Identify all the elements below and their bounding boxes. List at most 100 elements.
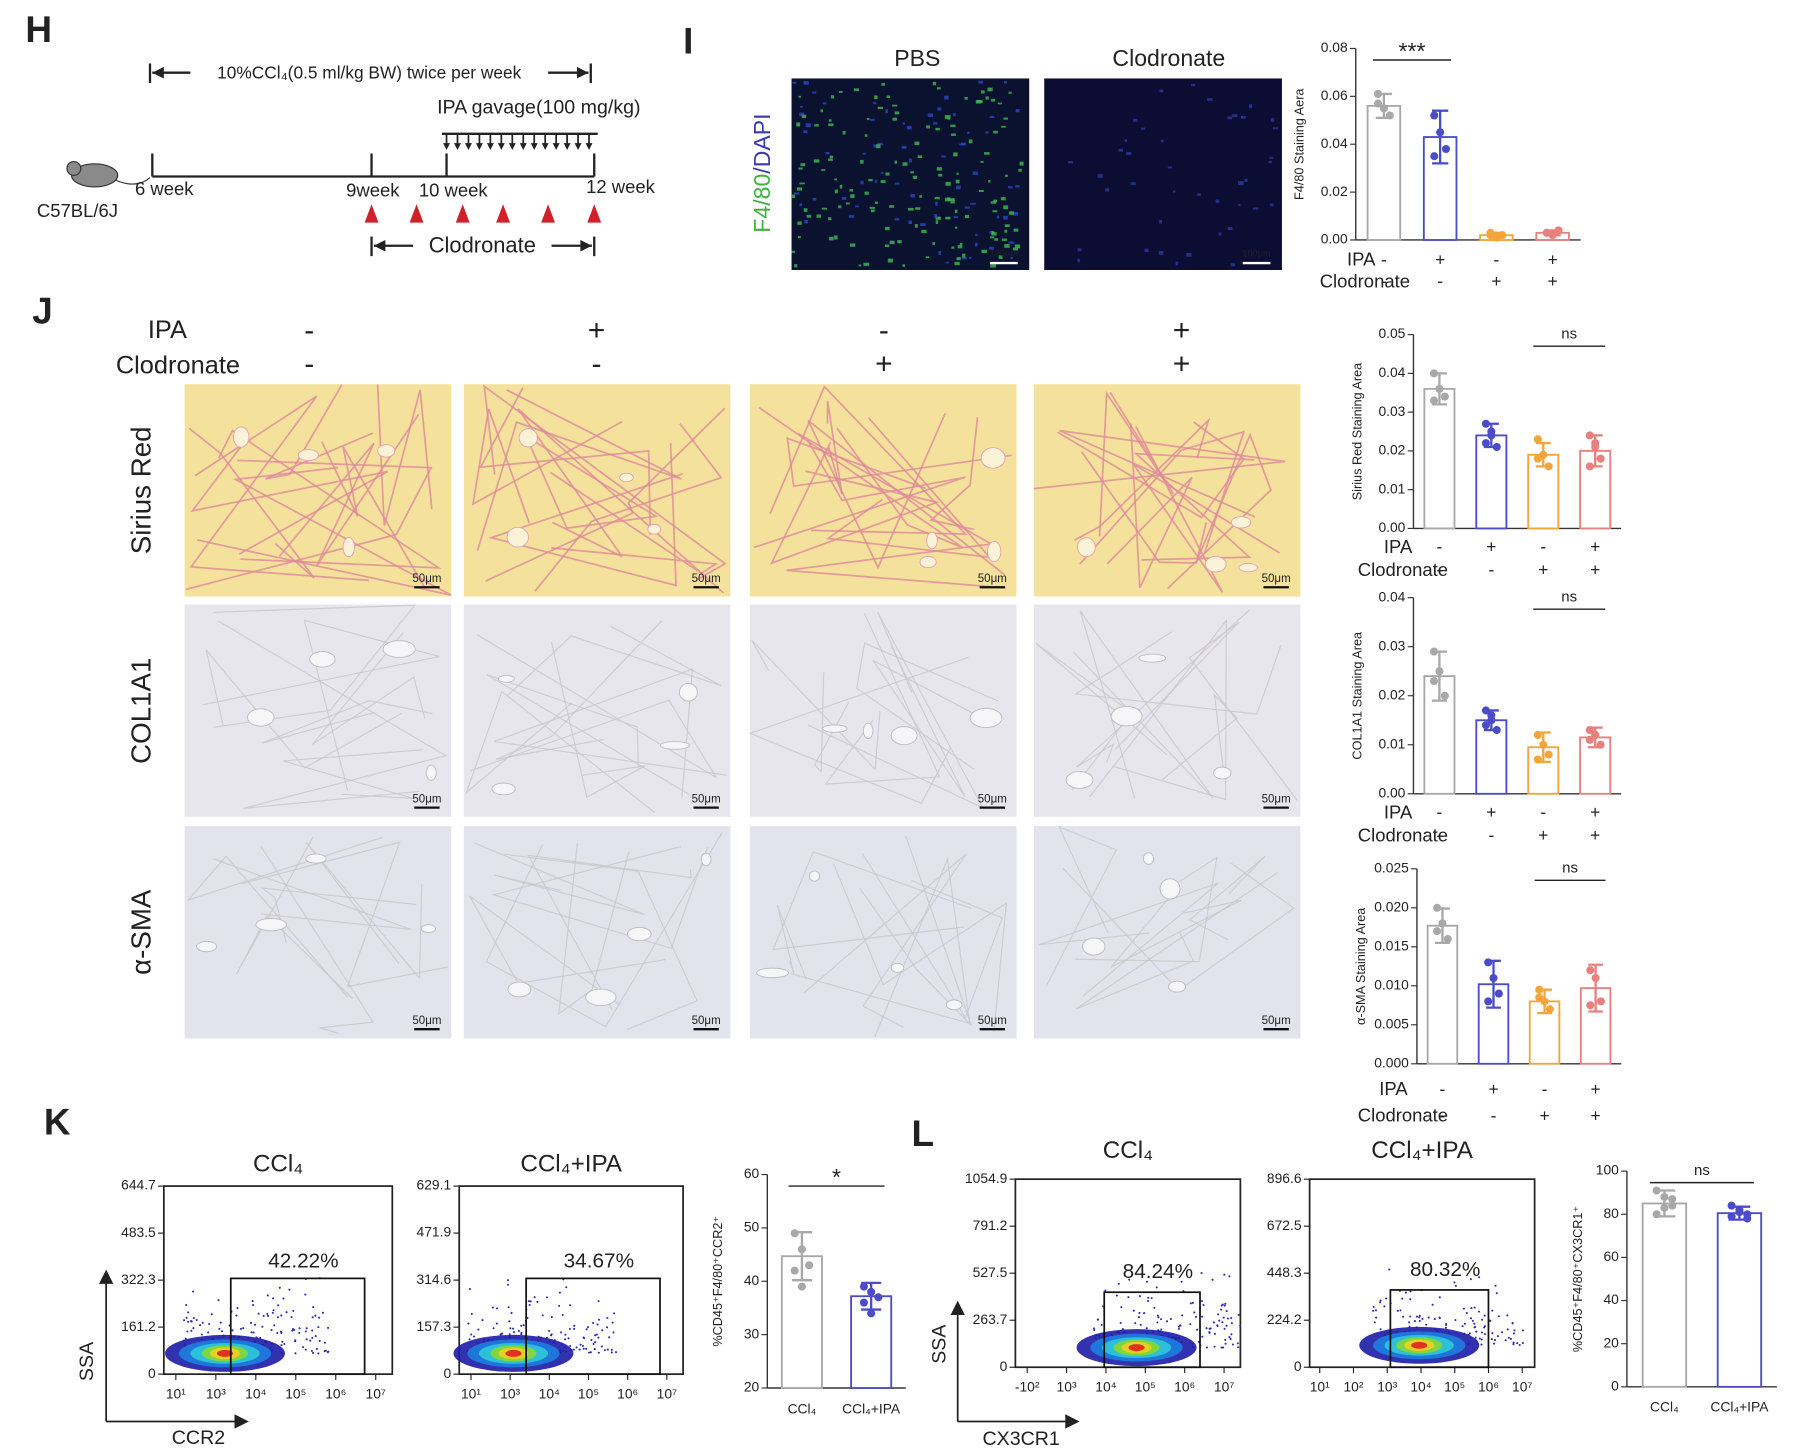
y-tick-label: 263.7 [973,1311,1008,1327]
y-tick-label: 60 [744,1165,760,1181]
panel-label: J [32,291,53,332]
event [1431,1303,1434,1306]
gate [1103,1291,1201,1369]
event [200,1333,203,1336]
event [507,1306,510,1309]
event [1177,1327,1180,1331]
factor-level: + [1173,314,1191,347]
stain-label: F4/80/DAPI [749,113,775,232]
cell-signal [828,158,833,161]
data-point [1544,462,1553,471]
y-tick-label: 0.010 [1374,976,1409,992]
tissue-septum [517,408,725,594]
clodronate-injections [364,204,602,223]
vessel [297,449,319,462]
tissue-septum [486,674,690,795]
cell-signal [1013,228,1019,232]
y-axis-title: SSA [929,1324,951,1364]
vessel [1110,706,1143,727]
event [1495,1292,1498,1295]
event [1196,1328,1199,1331]
x-axis-title: CCR2 [172,1427,225,1448]
factor-level: + [1538,560,1548,580]
cell-signal [935,127,940,131]
data-point [1542,228,1551,237]
clodronate-label: Clodronate [429,233,536,258]
data-point [1429,676,1439,686]
cell-signal [959,143,965,146]
cell-signal [1144,248,1149,253]
factor-level: - [1488,560,1494,580]
event [1418,1320,1421,1323]
event [192,1317,195,1320]
event [1475,1330,1478,1333]
factor-level: - [1542,1079,1548,1099]
cell-signal [1019,161,1024,166]
cell-signal [967,131,970,134]
tissue-septum [525,436,659,530]
cell-signal [985,96,989,100]
vessel [1204,555,1227,573]
data-point [1487,427,1496,436]
data-point [1735,1208,1744,1217]
tissue-septum [283,749,424,800]
cell-signal [902,122,906,125]
event [496,1307,499,1310]
event [1415,1315,1418,1318]
vessel [647,523,662,535]
tissue-septum [1074,631,1282,715]
event [257,1312,260,1315]
plot-title: CCl₄+IPA [1371,1137,1473,1164]
cell-signal [877,106,883,109]
event [1491,1309,1494,1312]
cell-signal [938,173,943,177]
y-axis-title: %CD45⁺F4/80⁺CX3CR1⁺ [1571,1206,1585,1352]
plot-title: CCl₄+IPA [520,1151,622,1178]
panel-label: I [683,21,693,62]
cell-signal [915,207,921,210]
cell-signal [1004,81,1007,84]
cell-signal [801,114,807,119]
event [470,1312,473,1316]
cell-signal [889,240,895,245]
cell-signal [813,159,820,163]
x-tick-label: -10² [1015,1379,1040,1395]
week-label: 10 week [419,179,489,200]
y-tick-label: 0.04 [1321,135,1348,151]
event [1409,1290,1412,1293]
cell-signal [814,124,819,127]
event [1465,1311,1468,1315]
factor-level: + [1486,802,1496,822]
cell-signal [1197,193,1201,196]
x-tick-label: CCl₄ [1650,1398,1679,1414]
event [568,1327,571,1331]
cell-signal [908,220,913,225]
event [1471,1319,1474,1322]
factor-level: - [1488,825,1494,845]
cell-signal [935,220,939,224]
event [235,1314,238,1317]
event [1221,1303,1224,1306]
tissue-septum [534,423,723,592]
cell-signal [794,264,798,268]
event [508,1320,511,1323]
data-point [1373,89,1383,98]
cell-signal [910,171,914,174]
cell-signal [868,178,873,182]
cell-signal [1005,174,1008,177]
x-tick-label: 10⁵ [1135,1379,1156,1395]
vessel [420,924,436,934]
vessel [1082,937,1106,956]
vessel [926,531,938,550]
data-point [859,1298,868,1307]
cell-signal [934,213,938,218]
cell-signal [956,185,961,190]
event [520,1331,523,1334]
y-tick-label: 527.5 [973,1264,1008,1280]
x-tick-label: CCl₄+IPA [842,1401,901,1417]
vessel [585,988,617,1007]
tissue-septum [188,427,315,579]
cell-signal [1141,127,1146,130]
event [1379,1328,1382,1331]
event [1223,1304,1226,1307]
